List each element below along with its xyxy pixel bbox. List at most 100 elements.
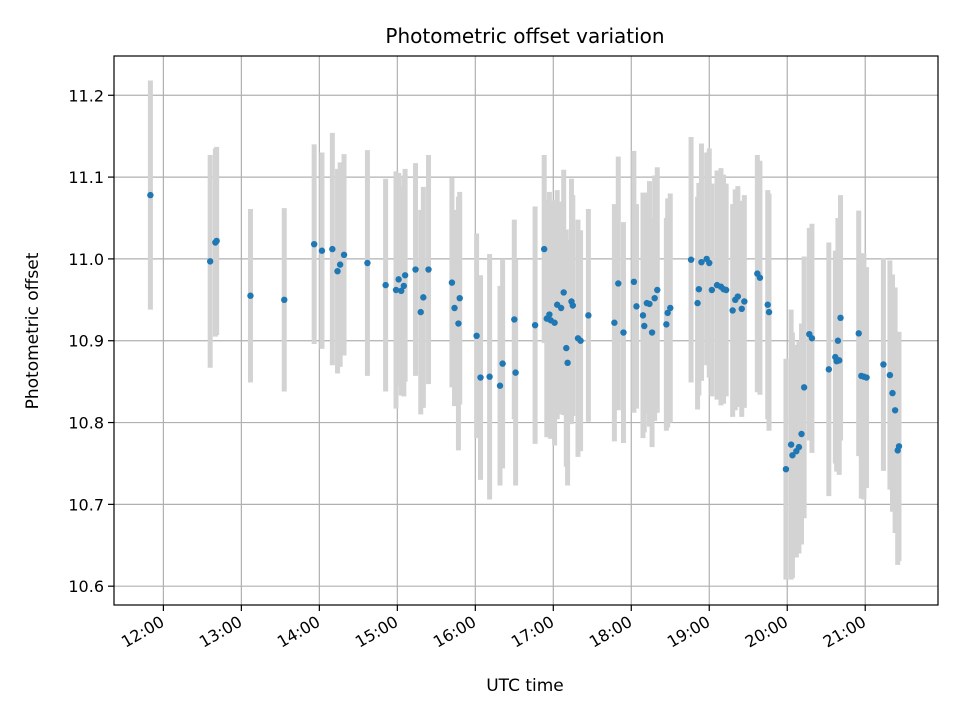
data-point <box>800 384 808 391</box>
data-point <box>318 247 326 254</box>
x-axis-title: UTC time <box>486 676 564 696</box>
chart-title: Photometric offset variation <box>385 24 664 48</box>
data-point <box>455 320 462 327</box>
data-point <box>247 292 254 299</box>
y-tick-label: 11.2 <box>68 86 104 105</box>
data-point <box>641 322 648 330</box>
y-tick-label: 10.9 <box>68 332 104 351</box>
data-point <box>611 319 618 326</box>
data-point <box>551 319 558 326</box>
data-point <box>708 286 716 294</box>
data-point <box>477 374 484 381</box>
data-point <box>694 299 701 307</box>
data-point <box>364 259 371 267</box>
data-point <box>496 382 504 389</box>
data-point <box>615 280 622 287</box>
data-point <box>412 266 419 273</box>
data-point <box>706 259 713 267</box>
data-point <box>836 357 843 364</box>
y-tick-label: 11.1 <box>68 168 104 187</box>
y-tick-label: 10.8 <box>68 414 104 433</box>
data-point <box>648 329 656 336</box>
data-point <box>448 279 456 286</box>
data-point <box>336 261 344 268</box>
plot-frame <box>113 55 939 606</box>
y-axis-title: Photometric offset <box>23 252 43 409</box>
data-point <box>420 294 427 301</box>
data-point <box>798 430 805 438</box>
data-point <box>620 329 627 336</box>
data-point <box>400 282 408 290</box>
data-point <box>756 274 764 281</box>
data-point <box>577 337 584 344</box>
data-point <box>395 276 402 283</box>
data-point <box>651 294 658 302</box>
data-point <box>695 285 703 293</box>
data-point <box>310 240 318 248</box>
data-point <box>795 443 803 451</box>
data-point <box>734 293 742 300</box>
data-point <box>886 371 894 379</box>
data-point <box>213 237 220 245</box>
data-point <box>646 300 653 308</box>
data-point <box>334 267 341 275</box>
data-point <box>764 301 771 308</box>
data-point <box>329 245 336 253</box>
data-point <box>564 359 571 367</box>
data-point <box>880 361 887 368</box>
data-points <box>147 191 903 473</box>
data-point <box>546 311 553 318</box>
data-point <box>473 332 480 340</box>
data-point <box>837 314 844 322</box>
y-axis-ticks: 10.6 10.7 10.8 10.9 11.0 11.1 11.2 <box>68 86 114 596</box>
data-point <box>855 330 862 337</box>
data-point <box>401 272 409 279</box>
data-point <box>765 308 773 316</box>
data-point <box>499 360 506 367</box>
data-point <box>585 312 592 319</box>
data-point <box>451 304 458 312</box>
data-point <box>417 308 424 316</box>
data-point <box>722 286 730 294</box>
data-point <box>512 369 519 376</box>
data-point <box>425 266 432 273</box>
data-point <box>633 303 640 310</box>
data-point <box>663 321 670 328</box>
data-point <box>891 407 899 414</box>
y-tick-label: 11.0 <box>68 250 104 269</box>
data-point <box>511 316 518 323</box>
data-point <box>834 337 842 344</box>
data-point <box>560 289 567 296</box>
data-point <box>738 305 745 313</box>
data-point <box>531 321 539 329</box>
data-point <box>340 251 348 259</box>
data-point <box>398 287 405 295</box>
y-tick-label: 10.6 <box>68 577 104 596</box>
data-point <box>782 465 790 473</box>
data-point <box>667 304 674 312</box>
data-point <box>863 374 870 381</box>
data-point <box>664 309 671 317</box>
data-point <box>808 335 816 342</box>
data-point <box>557 304 565 312</box>
y-tick-label: 10.7 <box>68 495 104 514</box>
data-point <box>789 452 796 459</box>
data-point <box>147 191 154 199</box>
data-point <box>569 302 576 309</box>
data-point <box>825 366 833 373</box>
data-point <box>486 373 493 380</box>
data-point <box>741 298 748 305</box>
data-point <box>787 441 795 448</box>
data-point <box>392 286 400 294</box>
data-point <box>563 344 570 352</box>
data-point <box>382 281 389 289</box>
data-point <box>540 245 548 253</box>
data-point <box>639 312 647 319</box>
data-point <box>687 256 695 263</box>
data-point <box>206 258 214 265</box>
data-point <box>889 389 896 397</box>
data-point <box>895 443 903 450</box>
data-point <box>630 278 638 286</box>
data-point <box>729 307 736 314</box>
